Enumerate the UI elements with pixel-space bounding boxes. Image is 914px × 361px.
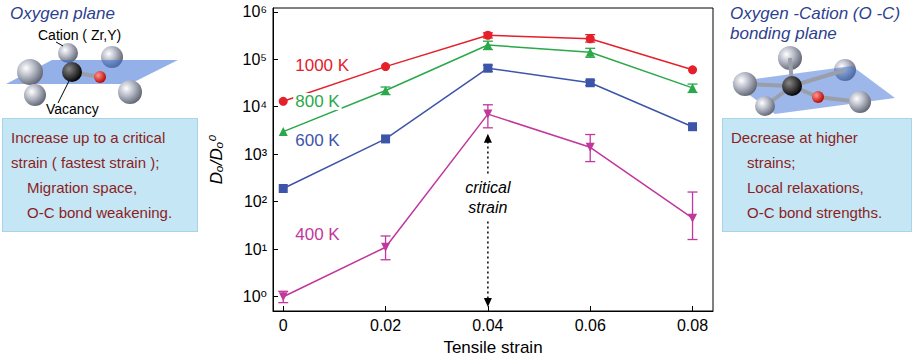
svg-text:strain: strain [468,199,507,216]
svg-text:800 K: 800 K [295,92,340,111]
svg-text:critical: critical [465,179,511,196]
html-text:Migration space,: Migration space, [27,179,138,196]
svg-text:Tensile strain: Tensile strain [443,338,542,357]
svg-text:600 K: 600 K [295,131,340,150]
svg-text:Cation ( Zr,Y): Cation ( Zr,Y) [38,27,121,43]
html-text:Local relaxations,: Local relaxations, [747,179,864,196]
html-text:O-C bond weakening.: O-C bond weakening. [27,204,173,221]
svg-text:10⁵: 10⁵ [243,51,267,68]
svg-text:10⁴: 10⁴ [242,98,267,115]
svg-text:10⁶: 10⁶ [243,3,267,20]
html-text:Decrease at higher: Decrease at higher [731,129,858,146]
svg-text:10³: 10³ [244,146,268,163]
svg-text:Vacancy: Vacancy [46,101,99,117]
svg-text:10⁰: 10⁰ [243,288,267,305]
html-text:O-C bond strengths.: O-C bond strengths. [747,204,883,221]
svg-text:Dₒ/Dₒ⁰: Dₒ/Dₒ⁰ [207,135,226,185]
svg-text:0.06: 0.06 [575,317,606,334]
svg-text:0.02: 0.02 [370,317,401,334]
svg-text:10¹: 10¹ [244,241,267,258]
html-text:Oxygen -Cation (O -C) bonding: Oxygen -Cation (O -C) bonding plane [730,4,900,43]
svg-text:0: 0 [279,317,288,334]
svg-text:10²: 10² [244,193,268,210]
html-text:Increase up to a critical: Increase up to a critical [11,129,166,146]
svg-text:0.08: 0.08 [677,317,708,334]
svg-text:1000 K: 1000 K [295,56,350,75]
html-text:strain ( fastest strain );: strain ( fastest strain ); [11,154,160,171]
svg-text:0.04: 0.04 [472,317,503,334]
svg-text:400 K: 400 K [295,225,340,244]
html-text:Oxygen plane: Oxygen plane [10,4,115,23]
html-text:strains;: strains; [747,154,796,171]
